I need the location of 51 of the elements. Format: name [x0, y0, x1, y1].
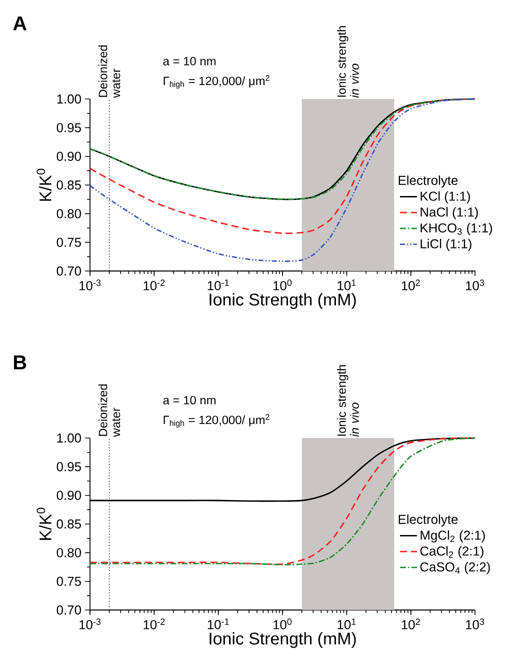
x-tick-label: 10$^{1}$ — [338, 280, 356, 290]
legend-label: NaCl (1:1) — [420, 207, 478, 220]
band-label: Ionic strength in vivo — [337, 26, 359, 98]
x-tick-label: 10$^{1}$ — [338, 618, 356, 630]
y-tick-label: 0.70 — [56, 605, 81, 615]
x-tick-label: 10$^{0}$ — [274, 280, 292, 290]
x-tick-label: 10$^{2}$ — [402, 280, 420, 290]
x-tick-label: 10$^{3}$ — [466, 618, 484, 630]
y-tick-label: 0.80 — [56, 548, 81, 558]
y-tick-label: 0.85 — [56, 519, 81, 529]
y-tick-label: 0.75 — [56, 576, 81, 586]
text: a = 10 nm — [163, 56, 216, 66]
y-axis-title: K/K$^{0}$ — [36, 168, 52, 201]
text: Γ$_{high}$ = 120,000/ μm$^{2}$ — [164, 414, 270, 428]
legend-label: LiCl (1:1) — [420, 238, 472, 251]
x-tick-label: 10$^{3}$ — [466, 280, 484, 290]
ref-line-label: Deionized water — [98, 384, 120, 437]
y-tick-label: 1.00 — [57, 433, 81, 443]
y-tick-label: 0.95 — [56, 462, 81, 472]
text: a = 10 nm — [163, 396, 216, 404]
y-tick-label: 0.95 — [56, 123, 81, 132]
chart-title: B — [14, 356, 26, 370]
x-tick-label: 10$^{-2}$ — [144, 618, 165, 630]
legend-label: CaCl$_{2}$ (2:1) — [420, 546, 484, 558]
legend-label: CaSO$_{4}$ (2:2) — [420, 562, 490, 574]
x-axis-title: Ionic Strength (mM) — [210, 293, 356, 309]
text: Γ$_{high}$ = 120,000/ μm$^{2}$ — [164, 75, 270, 88]
x-tick-label: 10$^{-2}$ — [144, 280, 165, 290]
x-tick-label: 10$^{2}$ — [402, 618, 420, 630]
y-tick-label: 0.75 — [56, 238, 81, 247]
y-tick-label: 0.90 — [56, 490, 81, 500]
y-tick-label: 1.00 — [57, 94, 81, 104]
x-axis-title: Ionic Strength (mM) — [210, 632, 356, 648]
y-tick-label: 0.70 — [56, 266, 81, 276]
x-tick-label: 10$^{-3}$ — [80, 618, 101, 630]
y-axis-title: K/K$^{0}$ — [36, 508, 52, 540]
x-tick-label: 10$^{-3}$ — [80, 280, 101, 290]
y-tick-label: 0.85 — [56, 180, 81, 190]
ref-line-label: Deionized water — [98, 45, 120, 98]
legend-title: Electrolyte — [398, 514, 458, 527]
y-tick-label: 0.90 — [56, 152, 81, 161]
legend-label: KCl (1:1) — [420, 191, 470, 204]
chart-title: A — [13, 16, 27, 30]
y-tick-label: 0.80 — [56, 209, 81, 218]
legend-label: MgCl$_{2}$ (2:1) — [420, 530, 485, 542]
x-tick-label: 10$^{0}$ — [274, 618, 292, 630]
x-tick-label: 10$^{-1}$ — [208, 618, 229, 630]
legend-label: KHCO$_{3}$ (1:1) — [420, 223, 492, 236]
band-label: Ionic strength in vivo — [337, 365, 359, 437]
x-tick-label: 10$^{-1}$ — [208, 280, 229, 290]
legend-title: Electrolyte — [398, 175, 458, 188]
